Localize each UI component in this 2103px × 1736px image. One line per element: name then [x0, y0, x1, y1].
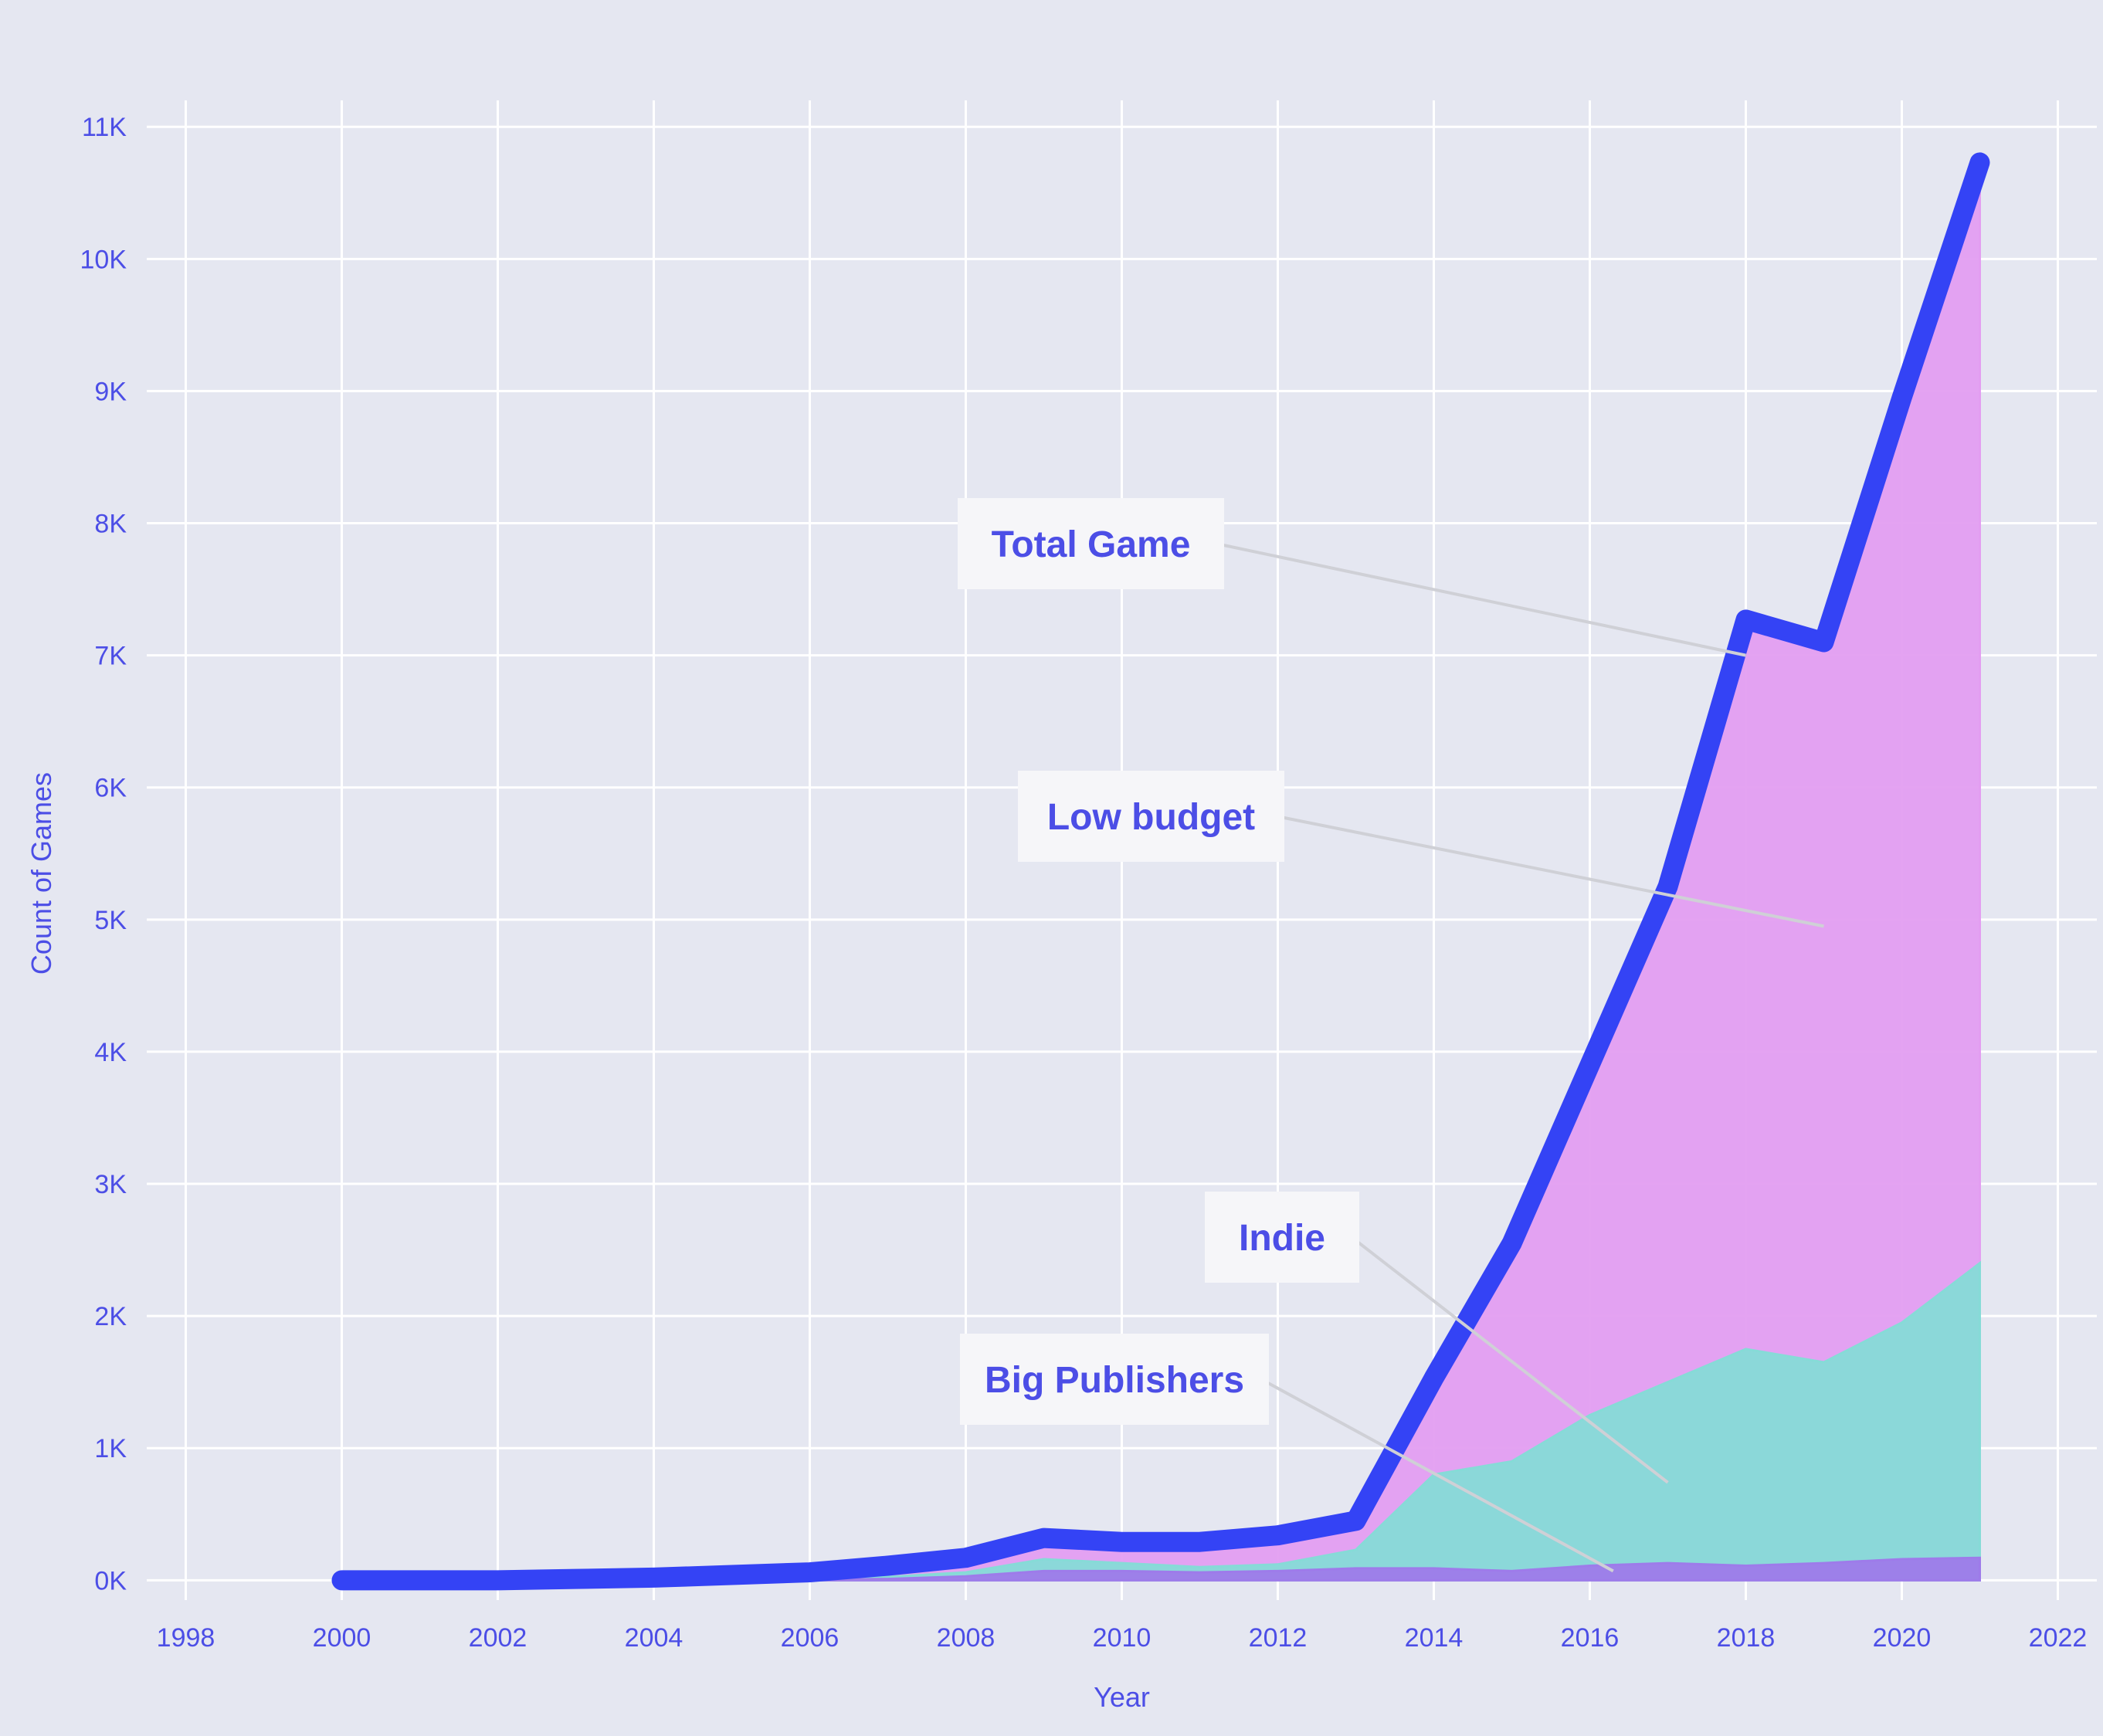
annotation-arrow-total-game: [1216, 542, 1746, 657]
annotation-box-indie: [1205, 1192, 1359, 1283]
annotation-box-low-budget: [1018, 771, 1284, 862]
annotation-box-big-publishers: [960, 1334, 1269, 1425]
y-tick-label-3000: 3K: [94, 1170, 127, 1199]
x-tick-label-2006: 2006: [781, 1623, 840, 1653]
y-tick-label-4000: 4K: [94, 1038, 127, 1067]
tick-labels: 1998 2000 2002 2004 2006 2008 2010 2012 2014 2016…: [80, 113, 2088, 1653]
annotation-arrow-low-budget: [1276, 815, 1824, 928]
y-tick-label-1000: 1K: [94, 1434, 127, 1463]
x-tick-label-2002: 2002: [469, 1623, 527, 1653]
x-axis-title: Year: [1094, 1681, 1150, 1713]
line-total-game: [331, 152, 1990, 1591]
annotations: Total Game Low budget Indie Big Publishers: [958, 498, 1824, 1573]
x-tick-label-2000: 2000: [313, 1623, 371, 1653]
y-axis-title: Count of Games: [25, 772, 57, 975]
y-tick-label-2000: 2K: [94, 1302, 127, 1331]
x-tick-label-2014: 2014: [1405, 1623, 1464, 1653]
x-tick-label-2022: 2022: [2029, 1623, 2088, 1653]
x-tick-label-2020: 2020: [1873, 1623, 1932, 1653]
y-tick-label-8000: 8K: [94, 510, 127, 539]
y-tick-label-9000: 9K: [94, 377, 127, 406]
x-tick-label-2018: 2018: [1717, 1623, 1776, 1653]
y-tick-label-5000: 5K: [94, 906, 127, 935]
x-tick-label-1998: 1998: [157, 1623, 215, 1653]
annotation-label-indie: Indie: [1239, 1218, 1325, 1259]
y-tick-label-6000: 6K: [94, 774, 127, 803]
x-tick-label-2016: 2016: [1561, 1623, 1620, 1653]
y-tick-label-10000: 10K: [80, 245, 127, 274]
x-tick-label-2008: 2008: [937, 1623, 996, 1653]
x-tick-label-2004: 2004: [625, 1623, 683, 1653]
x-tick-label-2012: 2012: [1249, 1623, 1308, 1653]
y-tick-label-0: 0K: [94, 1566, 127, 1595]
x-tick-label-2010: 2010: [1093, 1623, 1152, 1653]
annotation-label-big-publishers: Big Publishers: [985, 1360, 1244, 1401]
annotation-arrow-indie: [1350, 1236, 1669, 1484]
line-series: [331, 152, 1990, 1591]
annotation-box-total-game: [958, 498, 1224, 589]
annotation-label-low-budget: Low budget: [1047, 797, 1255, 838]
y-tick-label-11000: 11K: [82, 113, 127, 142]
annotation-arrow-big-publishers: [1260, 1378, 1614, 1573]
annotation-label-total-game: Total Game: [992, 524, 1191, 565]
y-tick-label-7000: 7K: [94, 642, 127, 671]
